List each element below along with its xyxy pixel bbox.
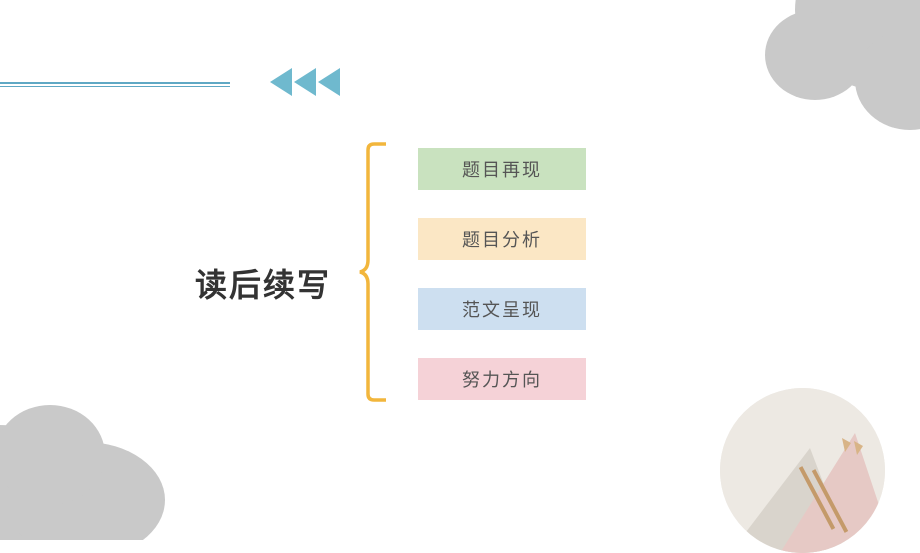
photo-decoration: [720, 388, 885, 553]
cloud-decoration-right: [760, 0, 920, 140]
item-4: 努力方向: [418, 358, 586, 400]
item-2: 题目分析: [418, 218, 586, 260]
decorative-line-thin: [0, 86, 230, 87]
main-title: 读后续写: [195, 260, 331, 306]
item-3: 范文呈现: [418, 288, 586, 330]
items-list: 题目再现 题目分析 范文呈现 努力方向: [418, 148, 586, 400]
item-1: 题目再现: [418, 148, 586, 190]
cloud-decoration-left: [0, 380, 170, 540]
decorative-line: [0, 82, 230, 84]
bracket-icon: [358, 142, 388, 402]
arrows-left-icon: [270, 68, 340, 96]
